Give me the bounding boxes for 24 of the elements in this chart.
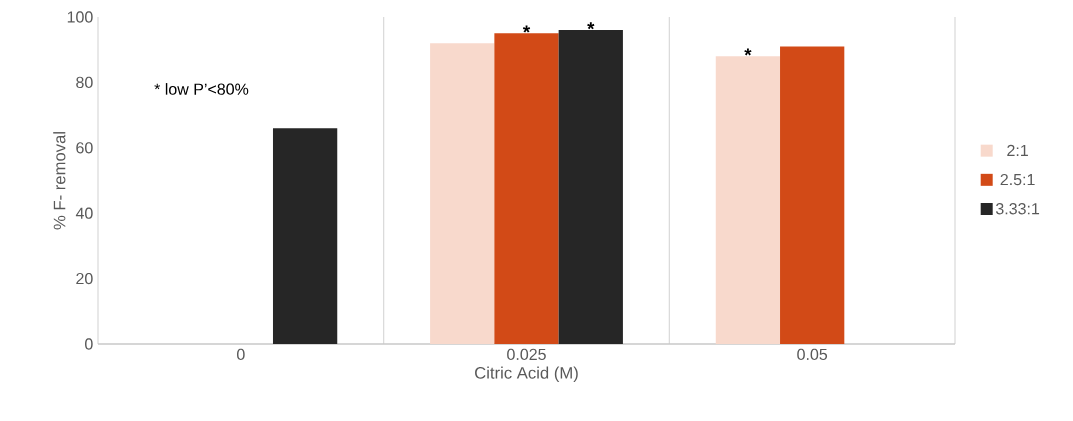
y-tick-label: 20 <box>76 272 93 285</box>
y-tick-label: 60 <box>76 142 93 154</box>
legend-label: 2.5:1 <box>1000 173 1035 186</box>
y-tick-label: 100 <box>67 11 93 23</box>
x-tick-label: 0 <box>237 348 245 361</box>
legend-label: 3.33:1 <box>995 203 1040 215</box>
y-tick-label: 0 <box>85 338 93 350</box>
legend-label: 2:1 <box>1007 144 1028 156</box>
data-label: * <box>522 25 531 33</box>
bar <box>780 46 845 344</box>
bar <box>494 33 559 344</box>
data-label: * <box>587 22 595 30</box>
bar <box>558 30 623 344</box>
x-tick-label: 0.025 <box>507 348 546 361</box>
bar <box>272 128 338 344</box>
x-tick-label: 0.05 <box>797 348 828 361</box>
bar <box>430 43 495 344</box>
x-axis-title: Citric Acid (M) <box>475 366 578 383</box>
y-tick-label: 40 <box>75 207 93 219</box>
y-tick-label: 80 <box>76 76 93 89</box>
y-axis-title: % F- removal <box>53 132 66 230</box>
annotation: * low P’<80% <box>154 83 249 95</box>
data-label: * <box>744 48 752 56</box>
bar <box>715 56 781 344</box>
